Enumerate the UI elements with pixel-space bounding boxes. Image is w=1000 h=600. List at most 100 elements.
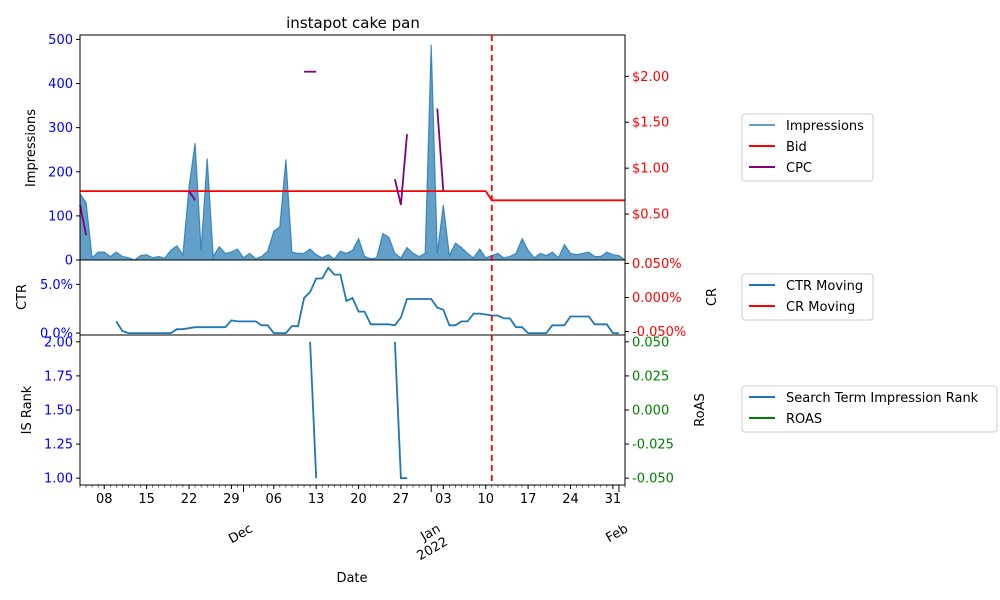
impressions-point — [152, 257, 153, 258]
date-minor-tick-label: 06 — [266, 492, 283, 507]
rank-tick-label: 2.00 — [44, 335, 73, 350]
impressions-point — [182, 254, 183, 255]
impressions-point — [437, 253, 438, 254]
roas-tick-label: 0.050 — [632, 335, 669, 350]
impressions-point — [570, 253, 571, 254]
date-minor-tick-label: 08 — [96, 492, 113, 507]
impressions-point — [285, 159, 286, 160]
impressions-point — [370, 258, 371, 259]
impressions-point — [92, 257, 93, 258]
roas-tick-label: 0.000 — [632, 404, 669, 419]
impressions-point — [86, 202, 87, 203]
date-minor-tick-label: 17 — [520, 492, 537, 507]
date-minor-tick-label: 15 — [138, 492, 155, 507]
legend-box — [741, 113, 874, 182]
ctr-panel: 0.0% 5.0% -0.050% 0.000% 0.050% CTR CR — [15, 257, 720, 342]
legend-label-cpc: CPC — [786, 161, 812, 176]
cpc-line-segment — [79, 204, 87, 236]
impressions-point — [213, 256, 214, 257]
cpc-line-segment — [436, 108, 445, 192]
impressions-point — [358, 238, 359, 239]
impressions-point — [546, 255, 547, 256]
impressions-point — [376, 257, 377, 258]
impressions-point — [419, 256, 420, 257]
roas-tick-label: -0.050 — [632, 472, 674, 487]
rank-lines-layer — [309, 341, 407, 480]
impressions-point — [364, 256, 365, 257]
impressions-point — [485, 257, 486, 258]
impressions-point — [207, 158, 208, 159]
impressions-point — [116, 252, 117, 253]
impressions-point — [237, 248, 238, 249]
impression-rank-line-segment — [394, 341, 407, 480]
date-minor-tick-label: 29 — [223, 492, 240, 507]
impressions-point — [425, 253, 426, 254]
impressions-point — [588, 252, 589, 253]
impressions-point — [449, 255, 450, 256]
rank-tick-label: 1.25 — [44, 438, 73, 453]
impressions-point — [522, 238, 523, 239]
impressions-tick-label: 0 — [65, 254, 73, 269]
impression-rank-line-segment — [309, 341, 318, 479]
impressions-point — [534, 257, 535, 258]
impressions-point — [443, 204, 444, 205]
impressions-point — [582, 253, 583, 254]
impressions-right-ticks: $0.50 $1.00 $1.50 $2.00 — [625, 70, 669, 223]
impressions-point — [310, 248, 311, 249]
impressions-point — [540, 253, 541, 254]
bid-tick-label: $2.00 — [632, 70, 669, 85]
cr-tick-label: -0.050% — [632, 325, 686, 340]
cr-tick-label: 0.050% — [632, 257, 682, 272]
impressions-point — [255, 258, 256, 259]
date-axis-label: Date — [336, 571, 367, 586]
impressions-point — [304, 253, 305, 254]
impressions-point — [576, 254, 577, 255]
cr-right-ticks: -0.050% 0.000% 0.050% — [625, 257, 686, 340]
roas-tick-label: -0.025 — [632, 438, 674, 453]
impressions-point — [346, 253, 347, 254]
impressions-point — [552, 252, 553, 253]
impressions-axis-label: Impressions — [24, 109, 39, 187]
impressions-point — [509, 256, 510, 257]
impressions-point — [279, 226, 280, 227]
date-minor-tick-label: 20 — [350, 492, 367, 507]
legend-label-bid: Bid — [786, 140, 807, 155]
roas-axis-label: RoAS — [693, 393, 708, 427]
impressions-point — [467, 253, 468, 254]
rank-tick-label: 1.50 — [44, 404, 73, 419]
impressions-point — [564, 244, 565, 245]
impressions-point — [98, 252, 99, 253]
impressions-point — [104, 252, 105, 253]
impressions-point — [231, 252, 232, 253]
impressions-tick-label: 300 — [48, 121, 73, 136]
bid-tick-label: $1.00 — [632, 162, 669, 177]
legend-label-ctr-moving: CTR Moving — [786, 279, 863, 294]
impressions-point — [164, 258, 165, 259]
cr-axis-label: CR — [705, 288, 720, 306]
cpc-line-segment — [394, 134, 408, 206]
impressions-point — [122, 256, 123, 257]
impressions-point — [400, 257, 401, 258]
impressions-point — [352, 250, 353, 251]
impressions-area-layer — [79, 44, 626, 261]
legend-impressions-panel: Impressions Bid CPC — [741, 113, 874, 182]
ctr-lines-layer — [115, 266, 619, 335]
impressions-point — [606, 252, 607, 253]
cpc-line-segment — [188, 190, 196, 201]
impressions-point — [388, 237, 389, 238]
impressions-point — [297, 253, 298, 254]
impressions-point — [201, 250, 202, 251]
date-minor-tick-label: 24 — [562, 492, 579, 507]
impressions-left-ticks: 0 100 200 300 400 500 — [48, 33, 80, 269]
impressions-point — [267, 251, 268, 252]
ctr-tick-label: 5.0% — [40, 278, 73, 293]
roas-tick-label: 0.025 — [632, 369, 669, 384]
date-minor-tick-label: 27 — [393, 492, 410, 507]
impressions-point — [140, 255, 141, 256]
rank-tick-label: 1.75 — [44, 369, 73, 384]
impressions-point — [394, 253, 395, 254]
impressions-point — [158, 256, 159, 257]
impressions-tick-label: 200 — [48, 165, 73, 180]
impressions-point — [461, 247, 462, 248]
impressions-point — [600, 256, 601, 257]
